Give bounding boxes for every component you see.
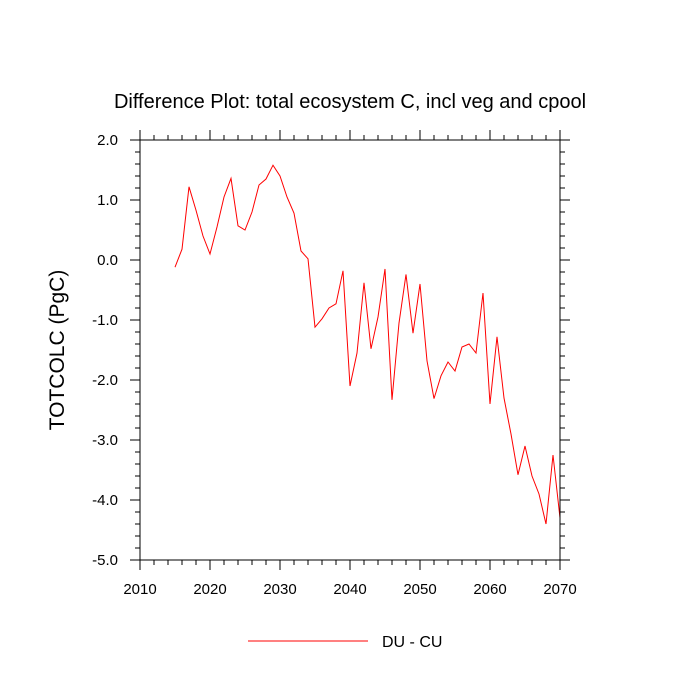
y-tick-label: -2.0 (92, 372, 118, 389)
y-tick-label: -5.0 (92, 552, 118, 569)
x-tick-label: 2050 (403, 581, 436, 598)
x-tick-label: 2020 (193, 581, 226, 598)
y-tick-label: 1.0 (97, 192, 118, 209)
y-tick-label: 2.0 (97, 132, 118, 149)
x-tick-label: 2070 (543, 581, 576, 598)
x-tick-label: 2010 (123, 581, 156, 598)
y-tick-label: -3.0 (92, 432, 118, 449)
legend: DU - CU (248, 634, 442, 651)
y-axis-label: TOTCOLC (PgC) (46, 270, 69, 431)
chart-title: Difference Plot: total ecosystem C, incl… (114, 91, 586, 113)
x-tick-label: 2030 (263, 581, 296, 598)
x-tick-label: 2060 (473, 581, 506, 598)
plot-frame (139, 139, 561, 561)
series-line-du-cu (174, 164, 561, 525)
y-tick-label: -4.0 (92, 492, 118, 509)
y-tick-label: -1.0 (92, 312, 118, 329)
axis-tick-labels: 2010 2020 2030 2040 2050 2060 2070 2.0 1.0 0.0 -1.… (92, 132, 577, 598)
y-tick-label: 0.0 (97, 252, 118, 269)
x-tick-label: 2040 (333, 581, 366, 598)
legend-label: DU - CU (382, 634, 442, 651)
axis-ticks (130, 130, 570, 570)
